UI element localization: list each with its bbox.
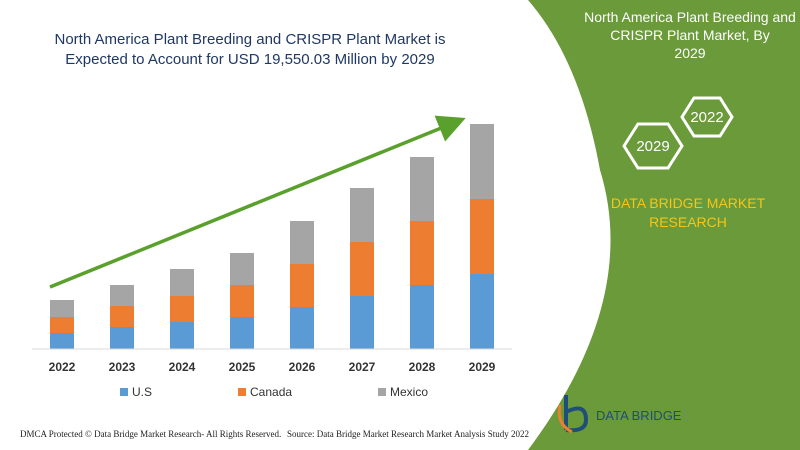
bar-segment — [470, 274, 494, 349]
x-tick-label: 2024 — [169, 360, 196, 374]
bar-segment — [110, 327, 134, 349]
bar-segment — [50, 333, 74, 349]
bar-segment — [290, 264, 314, 307]
x-tick-label: 2022 — [49, 360, 76, 374]
footer-right: Source: Data Bridge Market Research Mark… — [287, 429, 529, 439]
hexagon — [680, 96, 734, 138]
bar-segment — [50, 300, 74, 317]
x-tick-label: 2027 — [349, 360, 376, 374]
bar-segment — [50, 317, 74, 333]
logo-mark — [557, 404, 573, 434]
legend-swatch — [238, 388, 246, 396]
x-tick-label: 2023 — [109, 360, 136, 374]
bar-segment — [110, 306, 134, 327]
legend-swatch — [378, 388, 386, 396]
chart-title: North America Plant Breeding and CRISPR … — [54, 31, 445, 68]
logo-mark — [564, 395, 589, 433]
bar-segment — [350, 188, 374, 242]
bar-segment — [290, 307, 314, 349]
logo-text: DATA BRIDGE — [596, 408, 682, 423]
x-tick-label: 2026 — [289, 360, 316, 374]
footer-left: DMCA Protected © Data Bridge Market Rese… — [20, 429, 281, 439]
legend-label: Mexico — [390, 385, 428, 399]
x-tick-label: 2025 — [229, 360, 256, 374]
hexagon — [622, 122, 684, 170]
bar-segment — [170, 269, 194, 296]
growth-arrow — [49, 115, 466, 289]
x-tick-label: 2029 — [469, 360, 496, 374]
legend-label: Canada — [250, 385, 292, 399]
bar-segment — [410, 221, 434, 285]
legend-label: U.S — [132, 385, 152, 399]
bar-segment — [110, 285, 134, 306]
hex-label: 2029 — [636, 138, 669, 155]
bar-segment — [230, 253, 254, 285]
bar-segment — [470, 124, 494, 199]
bar-segment — [410, 157, 434, 221]
side-panel — [528, 0, 800, 450]
brand-text: DATA BRIDGE MARKET RESEARCH — [611, 195, 766, 230]
bar-segment — [230, 317, 254, 349]
bar-segment — [170, 296, 194, 322]
bar-segment — [170, 322, 194, 349]
panel-title: North America Plant Breeding and CRISPR P… — [584, 9, 796, 61]
bar-segment — [410, 285, 434, 349]
x-tick-label: 2028 — [409, 360, 436, 374]
bar-segment — [350, 296, 374, 349]
bar-segment — [470, 199, 494, 274]
hex-label: 2022 — [690, 109, 723, 126]
bar-segment — [230, 285, 254, 317]
bar-segment — [350, 242, 374, 296]
bar-segment — [290, 221, 314, 264]
legend-swatch — [120, 388, 128, 396]
